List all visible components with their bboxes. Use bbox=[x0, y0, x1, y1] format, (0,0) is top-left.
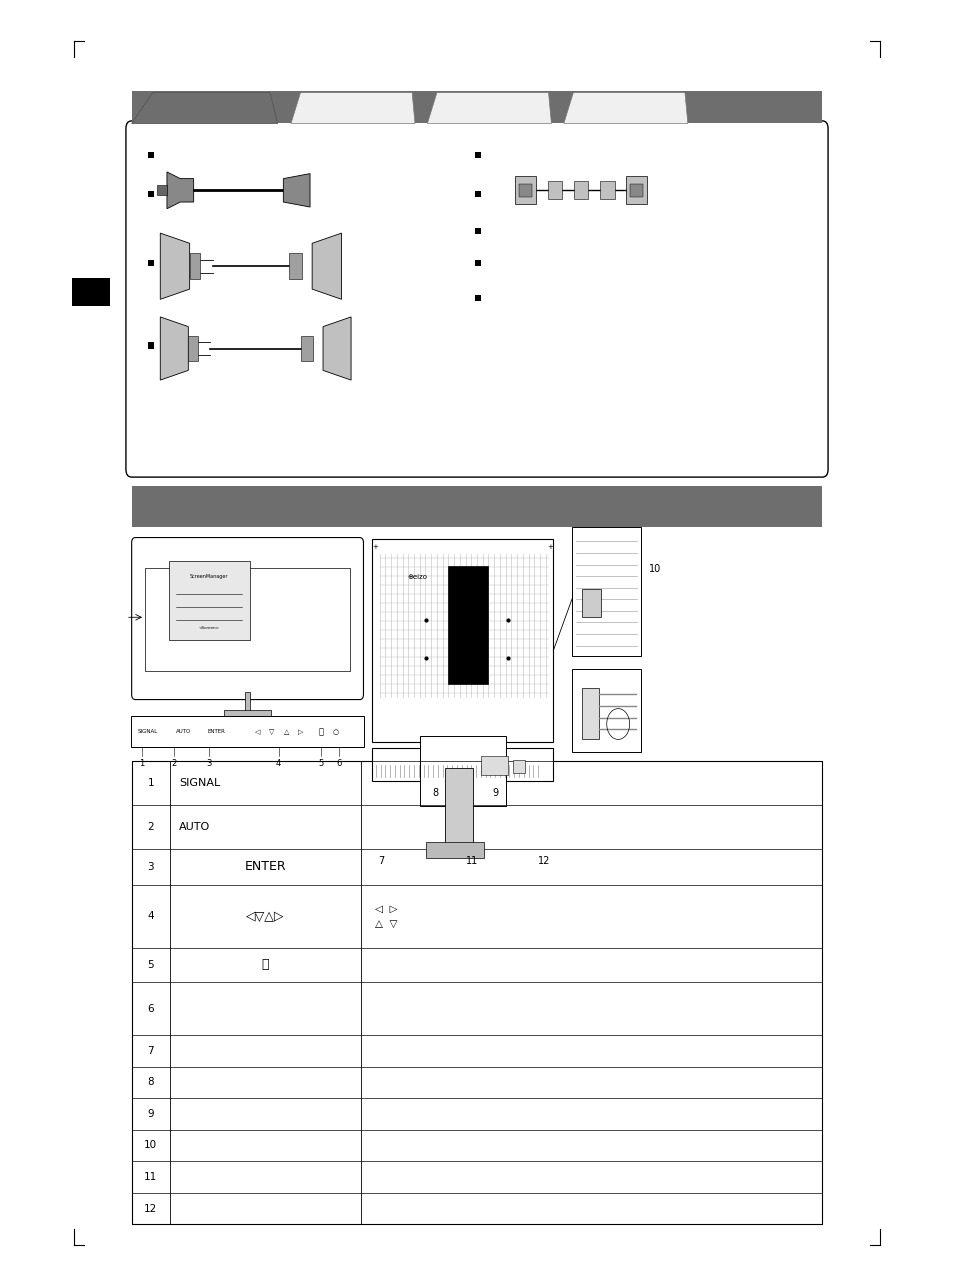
Text: 2: 2 bbox=[171, 760, 176, 768]
Text: 2: 2 bbox=[148, 822, 153, 832]
Text: 1: 1 bbox=[148, 778, 153, 788]
Text: ENTER: ENTER bbox=[244, 860, 286, 873]
Bar bbox=[547, 181, 561, 199]
Bar bbox=[145, 568, 350, 671]
Text: 12: 12 bbox=[537, 856, 549, 867]
Text: ▷: ▷ bbox=[297, 729, 303, 734]
Text: ⏻: ⏻ bbox=[318, 728, 324, 736]
Text: 10: 10 bbox=[648, 565, 660, 575]
Bar bbox=[244, 692, 250, 712]
Text: 4: 4 bbox=[275, 760, 281, 768]
Text: AUTO: AUTO bbox=[175, 729, 191, 734]
Polygon shape bbox=[312, 233, 341, 300]
Bar bbox=[581, 589, 600, 617]
Text: 11: 11 bbox=[144, 1172, 157, 1182]
Text: 7: 7 bbox=[378, 856, 384, 867]
Text: 1: 1 bbox=[139, 760, 145, 768]
Text: SIGNAL: SIGNAL bbox=[137, 729, 158, 734]
Bar bbox=[148, 190, 153, 197]
Bar bbox=[475, 190, 480, 197]
Text: 9: 9 bbox=[492, 788, 497, 799]
Text: 3: 3 bbox=[148, 862, 153, 872]
Bar bbox=[372, 748, 553, 781]
Text: ScreenManager: ScreenManager bbox=[190, 574, 228, 579]
Bar bbox=[157, 185, 167, 195]
Polygon shape bbox=[323, 316, 351, 381]
Bar bbox=[132, 91, 821, 123]
Text: <Screen>: <Screen> bbox=[198, 625, 219, 630]
Polygon shape bbox=[160, 316, 188, 381]
Text: 4: 4 bbox=[148, 912, 153, 922]
Bar bbox=[513, 760, 524, 773]
Bar bbox=[475, 152, 480, 158]
Polygon shape bbox=[132, 93, 277, 123]
Bar bbox=[625, 176, 646, 204]
Bar bbox=[148, 260, 153, 266]
Bar bbox=[289, 253, 301, 279]
Text: 7: 7 bbox=[148, 1046, 153, 1056]
Polygon shape bbox=[563, 93, 687, 123]
Text: ⊕eizo: ⊕eizo bbox=[407, 575, 427, 580]
Text: ◁  ▷
△  ▽: ◁ ▷ △ ▽ bbox=[375, 904, 397, 928]
Text: 6: 6 bbox=[335, 760, 341, 768]
Text: 5: 5 bbox=[148, 959, 153, 970]
Bar bbox=[188, 337, 198, 360]
Text: 8: 8 bbox=[432, 788, 438, 799]
Text: ENTER: ENTER bbox=[208, 729, 225, 734]
Bar bbox=[301, 337, 313, 360]
Bar bbox=[599, 181, 614, 199]
Text: △: △ bbox=[283, 729, 289, 734]
Bar bbox=[480, 756, 507, 775]
Bar bbox=[444, 768, 473, 845]
Bar bbox=[169, 561, 250, 640]
FancyBboxPatch shape bbox=[126, 121, 827, 477]
Text: ◁▽△▷: ◁▽△▷ bbox=[246, 910, 284, 923]
Text: 8: 8 bbox=[148, 1078, 153, 1088]
Text: +: + bbox=[372, 544, 377, 550]
FancyBboxPatch shape bbox=[132, 538, 363, 700]
Polygon shape bbox=[283, 174, 310, 207]
Bar bbox=[148, 342, 153, 349]
Text: 12: 12 bbox=[144, 1204, 157, 1214]
Text: SIGNAL: SIGNAL bbox=[179, 778, 220, 788]
Text: 3: 3 bbox=[206, 760, 212, 768]
Bar bbox=[573, 181, 588, 199]
Polygon shape bbox=[291, 93, 415, 123]
Text: 9: 9 bbox=[148, 1109, 153, 1119]
Bar bbox=[372, 539, 553, 742]
Text: ▽: ▽ bbox=[269, 729, 274, 734]
Text: ◁: ◁ bbox=[254, 729, 260, 734]
Polygon shape bbox=[160, 233, 190, 300]
Text: 11: 11 bbox=[465, 856, 477, 867]
Bar bbox=[132, 761, 821, 1224]
Bar bbox=[475, 260, 480, 266]
Text: +: + bbox=[547, 544, 553, 550]
Bar bbox=[213, 720, 280, 733]
Bar bbox=[581, 688, 598, 739]
Text: 6: 6 bbox=[148, 1003, 153, 1013]
Text: ○: ○ bbox=[333, 729, 338, 734]
Bar bbox=[148, 152, 153, 158]
Bar bbox=[419, 736, 505, 806]
Text: AUTO: AUTO bbox=[179, 822, 211, 832]
Polygon shape bbox=[427, 93, 551, 123]
Bar bbox=[448, 566, 488, 684]
Bar bbox=[518, 184, 532, 197]
Bar bbox=[426, 842, 483, 858]
Bar bbox=[71, 278, 110, 306]
Text: ⏻: ⏻ bbox=[261, 958, 269, 971]
Bar bbox=[223, 710, 271, 723]
Bar bbox=[475, 294, 480, 301]
Bar bbox=[630, 184, 642, 197]
Bar bbox=[515, 176, 536, 204]
Bar bbox=[572, 669, 640, 752]
Bar bbox=[572, 527, 640, 656]
Bar bbox=[132, 486, 821, 527]
Text: 10: 10 bbox=[144, 1141, 157, 1151]
Text: 5: 5 bbox=[318, 760, 324, 768]
Polygon shape bbox=[167, 172, 193, 208]
Bar bbox=[190, 253, 200, 279]
Bar bbox=[131, 716, 364, 747]
Bar bbox=[475, 228, 480, 234]
